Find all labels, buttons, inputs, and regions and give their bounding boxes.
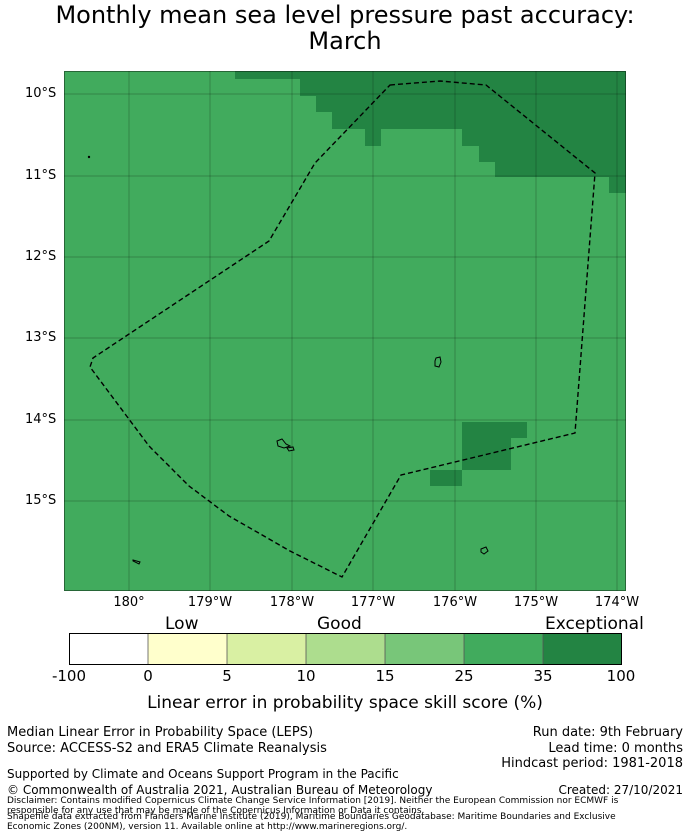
lat-label-15s: 15°S <box>25 493 57 508</box>
colorbar-tick-minus-100: -100 <box>51 667 87 685</box>
colorbar-tick-100: 100 <box>606 667 636 685</box>
metric-description: Median Linear Error in Probability Space… <box>7 725 314 740</box>
hindcast-period: Hindcast period: 1981-2018 <box>501 756 683 771</box>
data-source: Source: ACCESS-S2 and ERA5 Climate Reana… <box>7 741 327 756</box>
lat-label-11s: 11°S <box>25 168 57 183</box>
lat-label-10s: 10°S <box>25 86 57 101</box>
colorbar-bin-2 <box>148 633 227 665</box>
colorbar-label: Linear error in probability space skill … <box>147 693 543 713</box>
lat-label-14s: 14°S <box>25 412 57 427</box>
island-outlines <box>87 155 489 565</box>
colorbar-tick-35: 35 <box>533 667 553 685</box>
map-title-line-2: March <box>308 27 382 55</box>
category-good: Good <box>317 614 362 634</box>
exceptional-region-south <box>430 422 527 486</box>
map-frame <box>64 71 626 591</box>
colorbar-bin-6 <box>464 633 543 665</box>
colorbar-tick-25: 25 <box>454 667 474 685</box>
lon-label-180: 180° <box>113 595 145 610</box>
lon-label-175w: 175°W <box>513 595 559 610</box>
support-statement: Supported by Climate and Oceans Support … <box>7 767 399 781</box>
category-exceptional: Exceptional <box>545 614 644 634</box>
copyright-notice: © Commonwealth of Australia 2021, Austra… <box>7 783 433 797</box>
eez-boundary-line <box>89 80 596 578</box>
map-gridlines <box>64 71 626 591</box>
colorbar-tick-10: 10 <box>296 667 316 685</box>
lon-label-178w: 178°W <box>269 595 315 610</box>
run-date: Run date: 9th February <box>532 725 683 740</box>
lead-time: Lead time: 0 months <box>548 741 683 756</box>
exceptional-region-north <box>235 71 626 193</box>
colorbar-tick-5: 5 <box>222 667 232 685</box>
map-title-line-1: Monthly mean sea level pressure past acc… <box>55 1 635 29</box>
colorbar-bin-3 <box>227 633 306 665</box>
colorbar-frame <box>69 633 622 665</box>
colorbar-tick-0: 0 <box>143 667 153 685</box>
lon-label-177w: 177°W <box>350 595 396 610</box>
category-low: Low <box>165 614 199 634</box>
lon-label-176w: 176°W <box>432 595 478 610</box>
skill-score-map <box>64 71 626 591</box>
lat-label-12s: 12°S <box>25 249 57 264</box>
colorbar-bin-7 <box>543 633 622 665</box>
lat-label-13s: 13°S <box>25 330 57 345</box>
colorbar-tick-15: 15 <box>375 667 395 685</box>
colorbar-bin-1 <box>69 633 148 665</box>
lon-label-174w: 174°W <box>594 595 640 610</box>
lon-label-179w: 179°W <box>187 595 233 610</box>
colorbar-bin-4 <box>306 633 385 665</box>
colorbar-bin-5 <box>385 633 464 665</box>
colorbar <box>69 633 622 665</box>
shapefile-credit: Shapefile data extracted from Flanders M… <box>7 812 616 832</box>
created-date: Created: 27/10/2021 <box>558 783 683 797</box>
disclaimer-text: Disclaimer: Contains modified Copernicus… <box>7 796 619 816</box>
